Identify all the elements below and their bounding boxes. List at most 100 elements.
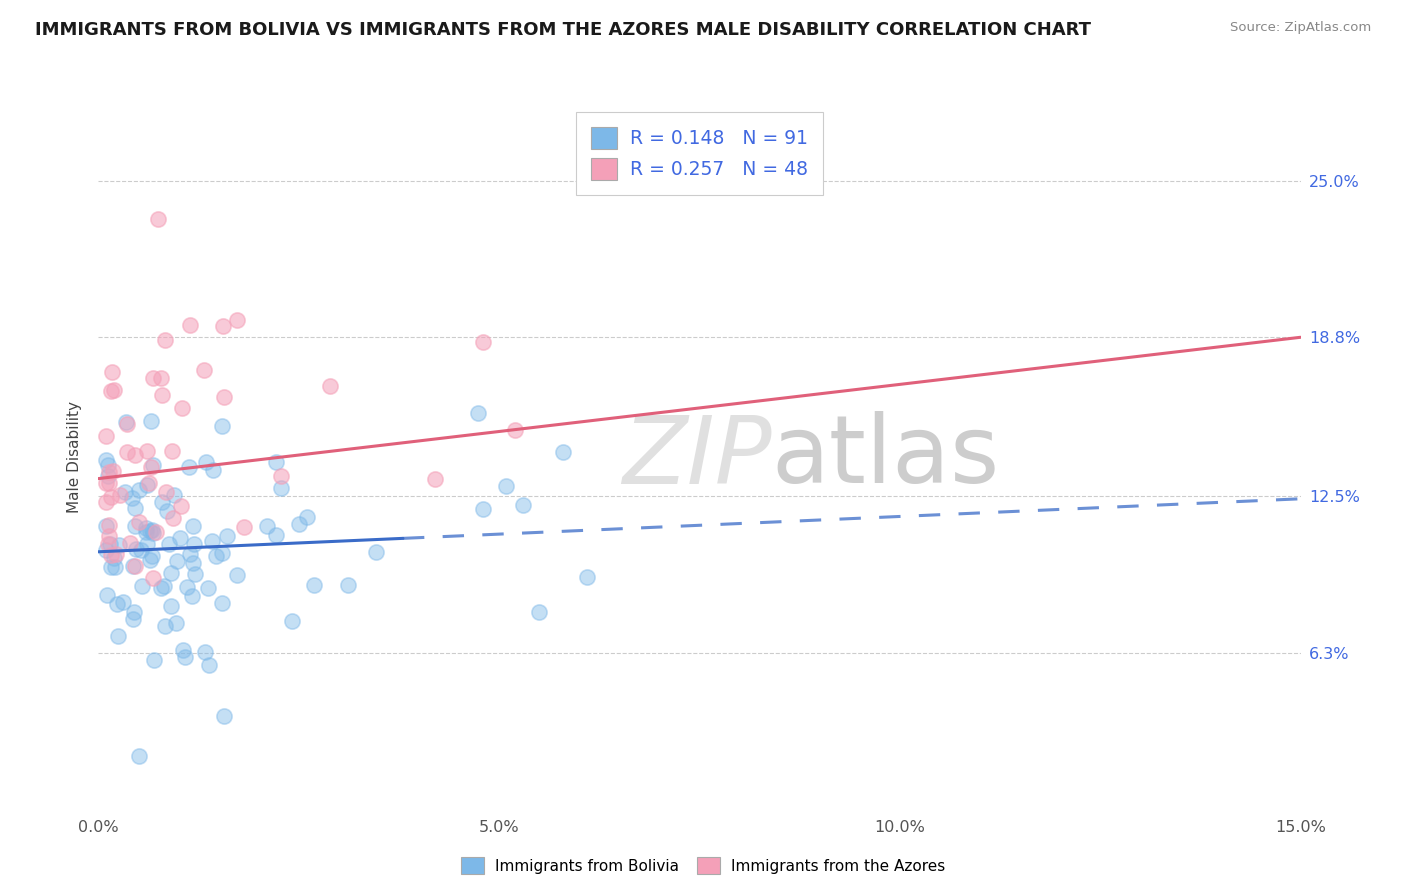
- Point: [211, 419, 233, 434]
- Point: [211, 596, 233, 610]
- Point: [97, 469, 120, 483]
- Text: IMMIGRANTS FROM BOLIVIA VS IMMIGRANTS FROM THE AZORES MALE DISABILITY CORRELATIO: IMMIGRANTS FROM BOLIVIA VS IMMIGRANTS FR…: [35, 21, 1091, 38]
- Point: [181, 519, 204, 533]
- Point: [100, 560, 122, 574]
- Point: [142, 653, 165, 667]
- Point: [131, 579, 153, 593]
- Point: [153, 333, 176, 347]
- Point: [256, 519, 278, 533]
- Point: [97, 466, 120, 480]
- Point: [157, 537, 180, 551]
- Point: [129, 543, 152, 558]
- Point: [142, 458, 165, 473]
- Point: [124, 501, 146, 516]
- Point: [172, 642, 194, 657]
- Point: [150, 495, 173, 509]
- Point: [100, 365, 122, 379]
- Point: [141, 523, 163, 537]
- Point: [150, 370, 173, 384]
- Point: [174, 649, 197, 664]
- Point: [319, 379, 342, 393]
- Point: [181, 589, 204, 603]
- Point: [170, 499, 193, 513]
- Point: [179, 318, 201, 332]
- Point: [97, 537, 120, 551]
- Point: [160, 566, 183, 581]
- Point: [110, 488, 132, 502]
- Point: [128, 515, 150, 529]
- Point: [467, 406, 489, 420]
- Point: [264, 527, 287, 541]
- Point: [136, 478, 159, 492]
- Point: [141, 413, 163, 427]
- Point: [150, 387, 173, 401]
- Point: [115, 417, 138, 432]
- Point: [232, 519, 254, 533]
- Point: [169, 532, 191, 546]
- Point: [270, 481, 292, 495]
- Point: [108, 538, 131, 552]
- Point: [135, 521, 157, 535]
- Point: [176, 580, 198, 594]
- Point: [97, 458, 120, 472]
- Point: [295, 510, 318, 524]
- Point: [141, 571, 163, 585]
- Text: Source: ZipAtlas.com: Source: ZipAtlas.com: [1230, 21, 1371, 34]
- Point: [179, 547, 201, 561]
- Point: [139, 460, 162, 475]
- Point: [495, 479, 517, 493]
- Point: [136, 537, 159, 551]
- Point: [96, 495, 118, 509]
- Point: [142, 370, 165, 384]
- Point: [139, 552, 162, 566]
- Point: [100, 548, 122, 562]
- Point: [364, 545, 387, 559]
- Point: [163, 488, 186, 502]
- Point: [423, 472, 446, 486]
- Point: [217, 529, 239, 543]
- Point: [226, 312, 249, 326]
- Point: [576, 570, 599, 584]
- Point: [153, 579, 176, 593]
- Point: [201, 534, 224, 549]
- Point: [96, 542, 118, 557]
- Point: [204, 549, 226, 563]
- Point: [156, 504, 179, 518]
- Text: atlas: atlas: [772, 411, 1000, 503]
- Point: [162, 511, 184, 525]
- Point: [96, 588, 118, 602]
- Point: [98, 537, 121, 551]
- Point: [101, 464, 124, 478]
- Point: [103, 550, 125, 565]
- Text: ZIP: ZIP: [621, 411, 772, 503]
- Point: [136, 443, 159, 458]
- Point: [124, 449, 146, 463]
- Point: [96, 429, 118, 443]
- Point: [96, 453, 118, 467]
- Point: [124, 605, 146, 619]
- Point: [195, 455, 218, 469]
- Point: [472, 334, 495, 349]
- Point: [122, 612, 145, 626]
- Point: [165, 615, 187, 630]
- Point: [125, 541, 148, 556]
- Point: [529, 605, 551, 619]
- Point: [121, 491, 143, 505]
- Point: [97, 518, 120, 533]
- Legend: R = 0.148   N = 91, R = 0.257   N = 48: R = 0.148 N = 91, R = 0.257 N = 48: [576, 112, 823, 194]
- Point: [194, 645, 217, 659]
- Point: [212, 390, 235, 404]
- Point: [160, 443, 183, 458]
- Point: [472, 502, 495, 516]
- Point: [142, 525, 165, 540]
- Point: [139, 524, 162, 538]
- Point: [211, 546, 233, 560]
- Point: [184, 566, 207, 581]
- Point: [160, 599, 183, 613]
- Point: [212, 708, 235, 723]
- Point: [179, 460, 201, 475]
- Point: [270, 468, 292, 483]
- Point: [198, 658, 221, 673]
- Point: [150, 582, 173, 596]
- Point: [115, 415, 138, 429]
